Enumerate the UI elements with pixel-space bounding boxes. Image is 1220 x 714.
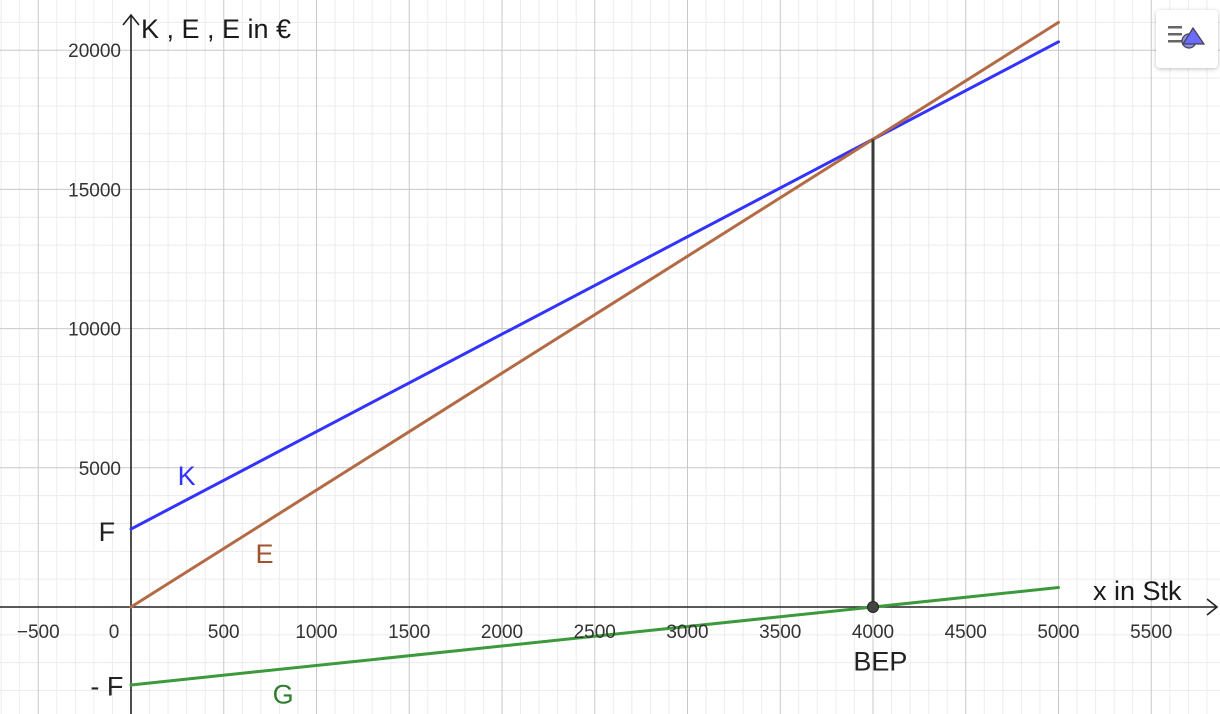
break-even-point [867,601,879,613]
x-tick-label: 1000 [295,622,337,643]
x-axis-arrow [1206,598,1219,616]
x-tick-label: 1500 [388,622,430,643]
series-lines [129,20,1060,687]
axes [0,13,1219,714]
y-tick-label: 20000 [68,41,121,62]
x-tick-label: 2000 [481,622,523,643]
series-line-K [129,40,1060,531]
x-tick-label: −500 [17,622,60,643]
y-axis-title: K , E , E in € [141,14,291,44]
tick-labels: −500 0 500 1000 1500 2000 2500 3000 3500 4000 4500… [17,41,1173,643]
annotation-label: F [99,517,116,547]
annotation-label: - F [90,671,123,701]
series-label-E: E [256,539,274,569]
break-even-marker [867,139,879,613]
x-tick-label: 4000 [852,622,894,643]
x-tick-label: 500 [208,622,240,643]
series-labels: K E G F - F BEP [90,461,907,710]
y-tick-label: 10000 [68,320,121,341]
x-tick-label: 0 [109,622,120,643]
series-line-G [129,586,1060,687]
x-tick-label: 5000 [1037,622,1079,643]
annotation-label: BEP [853,646,907,676]
y-tick-label: 15000 [68,180,121,201]
x-tick-label: 5500 [1130,622,1172,643]
graphics-style-icon [1168,26,1206,49]
series-label-G: G [273,680,294,710]
graphics-style-button[interactable] [1156,10,1218,68]
x-axis-title: x in Stk [1093,576,1182,606]
series-line-E [129,20,1060,609]
x-tick-label: 2500 [574,622,616,643]
x-tick-label: 3500 [759,622,801,643]
x-tick-label: 4500 [945,622,987,643]
y-axis-arrow [122,13,140,26]
y-tick-label: 5000 [79,459,121,480]
series-label-K: K [178,461,196,491]
x-tick-label: 3000 [666,622,708,643]
